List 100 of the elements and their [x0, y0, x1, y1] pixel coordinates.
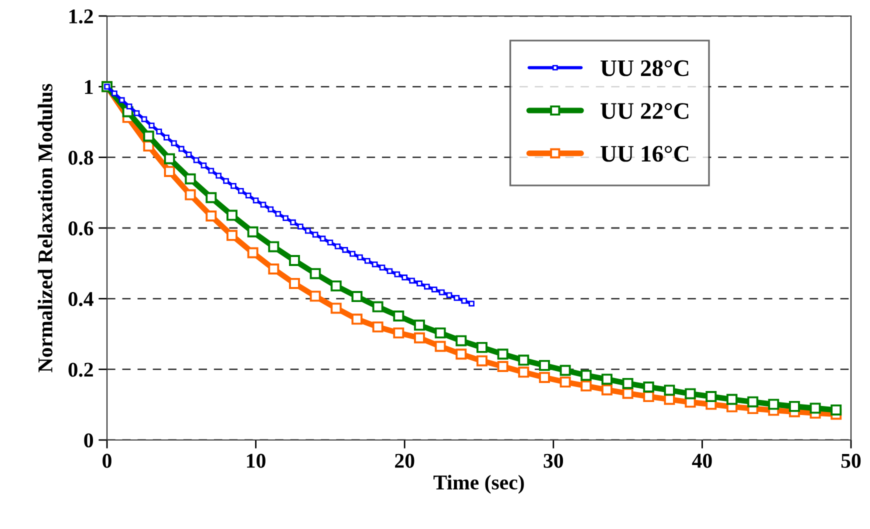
point [330, 280, 342, 292]
point [252, 198, 259, 204]
point [298, 224, 304, 230]
x-tick-label: 50 [841, 454, 861, 468]
point [386, 268, 393, 274]
point [206, 192, 217, 204]
point [112, 90, 118, 96]
legend-label: UU 22°C [600, 103, 688, 119]
point [497, 348, 508, 360]
point [684, 388, 696, 400]
point [164, 134, 170, 140]
y-axis-title: Normalized Relaxation Modulus [38, 84, 52, 372]
point [393, 327, 404, 338]
point [134, 110, 140, 116]
point [164, 166, 175, 177]
point [327, 240, 334, 246]
y-tick-label: 0.2 [68, 362, 93, 377]
point [461, 298, 468, 304]
point [156, 128, 162, 134]
point [394, 271, 400, 278]
point [379, 264, 386, 270]
point [275, 210, 282, 217]
point [622, 378, 634, 389]
point [788, 400, 800, 412]
point [200, 162, 207, 168]
point [402, 274, 408, 280]
point [310, 268, 321, 280]
point [351, 291, 362, 302]
point [226, 230, 238, 241]
point [184, 189, 196, 200]
point [268, 206, 274, 212]
point [118, 97, 125, 104]
point [186, 152, 192, 158]
point [706, 391, 717, 402]
legend-label: UU 28°C [600, 60, 688, 76]
point [245, 192, 252, 198]
y-tick-label: 0.4 [68, 292, 94, 306]
point [304, 228, 311, 234]
point [643, 391, 654, 402]
point [560, 376, 571, 388]
point [334, 243, 341, 250]
point [226, 210, 238, 221]
point [476, 355, 488, 366]
point [208, 168, 214, 174]
point [289, 278, 300, 289]
point [601, 374, 612, 385]
point [351, 314, 362, 325]
point [206, 210, 217, 222]
point [216, 172, 222, 179]
point [424, 284, 430, 290]
point [409, 278, 415, 284]
point [446, 292, 452, 298]
point [247, 226, 258, 238]
point [342, 246, 348, 253]
point [357, 254, 363, 260]
point [664, 384, 675, 396]
point [414, 320, 425, 331]
x-tick-label: 0 [102, 454, 112, 468]
point [372, 301, 384, 312]
y-tick-label: 1.2 [69, 9, 93, 24]
point [538, 360, 550, 371]
point [414, 332, 425, 344]
point [580, 380, 592, 392]
point [580, 370, 592, 381]
point [289, 255, 300, 266]
y-tick-label: 0.6 [68, 221, 94, 236]
point [184, 173, 196, 184]
point [726, 394, 738, 405]
point [643, 382, 654, 392]
point [664, 394, 675, 405]
point [601, 384, 612, 396]
x-tick-label: 20 [395, 454, 414, 468]
point [268, 241, 280, 252]
legend-label: UU 16°C [600, 146, 688, 162]
x-axis-title: Time (sec) [434, 474, 524, 494]
point [518, 366, 530, 378]
point [223, 178, 229, 184]
point [468, 300, 474, 307]
point [456, 335, 467, 346]
point [126, 104, 132, 110]
x-tick-label: 10 [247, 454, 266, 468]
point [282, 215, 288, 222]
y-tick-label: 0 [84, 433, 94, 448]
point [538, 372, 550, 383]
point [260, 202, 266, 208]
point [830, 404, 842, 416]
point [238, 188, 244, 194]
point [171, 140, 177, 146]
point [434, 340, 446, 352]
point [141, 116, 148, 122]
point [456, 348, 467, 360]
point [434, 327, 446, 338]
point [268, 263, 280, 274]
y-tick-label: 0.8 [68, 150, 94, 165]
point [476, 342, 488, 353]
point [350, 250, 356, 257]
point [768, 398, 780, 410]
point [247, 247, 258, 258]
point [416, 280, 422, 286]
point [372, 321, 384, 332]
